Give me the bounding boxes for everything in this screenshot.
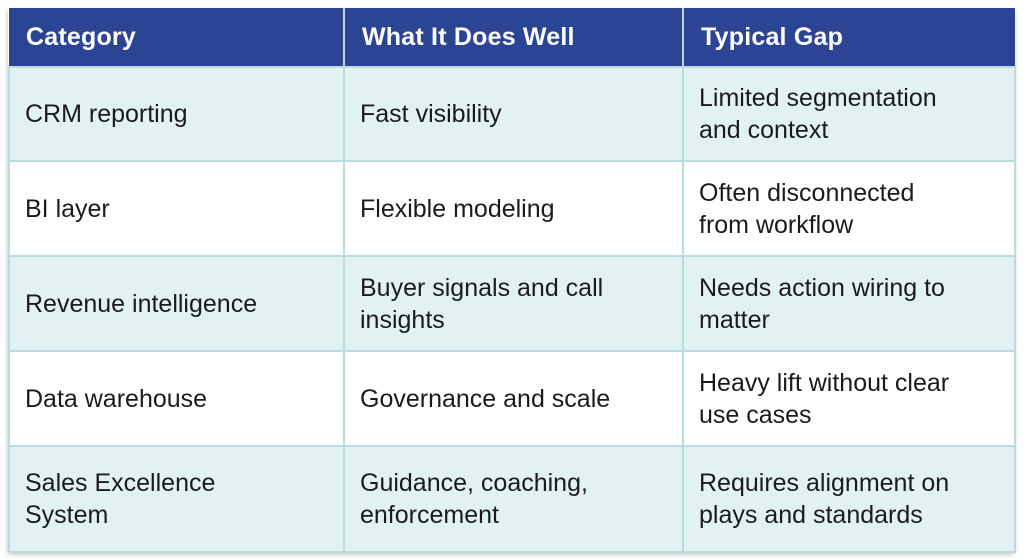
header-category: Category xyxy=(9,8,344,67)
cell-gap: Needs action wiring to matter xyxy=(682,255,1016,352)
cell-does-well: Governance and scale xyxy=(343,350,684,447)
table-row: Sales Excellence System Guidance, coachi… xyxy=(8,445,1016,553)
cell-category: BI layer xyxy=(8,160,345,257)
table-row: Data warehouse Governance and scale Heav… xyxy=(8,350,1016,447)
cell-category: Sales Excellence System xyxy=(8,445,345,553)
cell-does-well: Fast visibility xyxy=(343,66,684,162)
table-header: Category What It Does Well Typical Gap xyxy=(9,8,1015,67)
table-row: BI layer Flexible modeling Often disconn… xyxy=(8,160,1016,257)
cell-gap: Heavy lift without clear use cases xyxy=(682,350,1016,447)
cell-category: CRM reporting xyxy=(8,66,345,162)
cell-gap: Requires alignment on plays and standard… xyxy=(682,445,1016,553)
header-row: Category What It Does Well Typical Gap xyxy=(9,8,1015,67)
cell-gap: Often disconnected from workflow xyxy=(682,160,1016,257)
header-what-it-does-well: What It Does Well xyxy=(343,8,683,67)
cell-does-well: Guidance, coaching, enforcement xyxy=(343,445,684,553)
cell-category: Revenue intelligence xyxy=(8,255,345,352)
table-row: CRM reporting Fast visibility Limited se… xyxy=(8,66,1016,162)
header-typical-gap: Typical Gap xyxy=(682,8,1015,67)
cell-does-well: Flexible modeling xyxy=(343,160,684,257)
category-comparison-table: Category What It Does Well Typical Gap C… xyxy=(8,8,1016,553)
cell-gap: Limited segmentation and context xyxy=(682,66,1016,162)
table-body: CRM reporting Fast visibility Limited se… xyxy=(8,66,1016,553)
cell-category: Data warehouse xyxy=(8,350,345,447)
cell-does-well: Buyer signals and call insights xyxy=(343,255,684,352)
table-row: Revenue intelligence Buyer signals and c… xyxy=(8,255,1016,352)
comparison-table: Category What It Does Well Typical Gap C… xyxy=(8,8,1016,553)
